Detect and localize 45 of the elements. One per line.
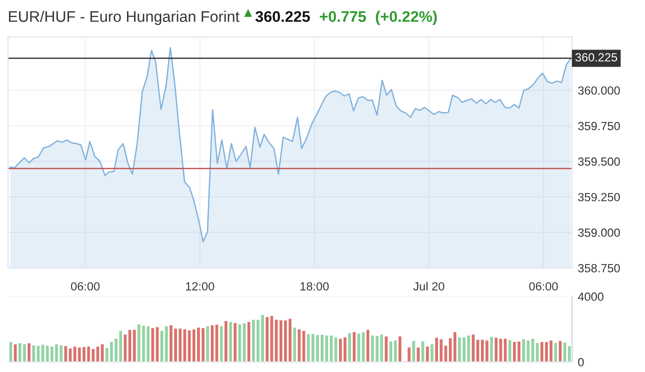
bar bbox=[421, 341, 424, 362]
bar bbox=[229, 322, 232, 362]
y-tick-label: 359.500 bbox=[578, 157, 620, 166]
bar bbox=[206, 326, 210, 362]
bar bbox=[348, 333, 351, 362]
bar bbox=[453, 332, 456, 362]
bar bbox=[352, 332, 356, 362]
bar bbox=[426, 346, 429, 362]
y-tick-label: 0 bbox=[578, 358, 584, 366]
bar bbox=[293, 328, 296, 362]
bar bbox=[366, 330, 370, 362]
y-tick-label: 359.250 bbox=[578, 192, 620, 202]
x-tick-label: 06:00 bbox=[529, 282, 558, 291]
bar bbox=[490, 336, 493, 362]
bar bbox=[224, 321, 228, 362]
bar bbox=[394, 340, 397, 362]
bar bbox=[398, 336, 402, 362]
bar bbox=[494, 338, 498, 362]
bar bbox=[132, 330, 136, 362]
text: +0.775 bbox=[320, 11, 366, 22]
x-tick-label: 06:00 bbox=[71, 282, 100, 291]
bar bbox=[234, 323, 237, 362]
y-tick-label: 359.000 bbox=[578, 228, 620, 237]
bar bbox=[554, 342, 558, 362]
y-tick-label: 359.750 bbox=[578, 122, 620, 130]
bar bbox=[28, 343, 30, 362]
bar bbox=[568, 346, 571, 362]
bar bbox=[430, 344, 434, 362]
x-tick-label: Jul 20 bbox=[413, 282, 444, 291]
y-tick-label: 4000 bbox=[578, 292, 604, 301]
bar bbox=[266, 316, 269, 362]
x-tick-label: 12:00 bbox=[186, 282, 214, 291]
bar bbox=[508, 340, 512, 362]
bar bbox=[220, 326, 223, 362]
ref-line-label: 360.225 bbox=[575, 53, 618, 62]
y-tick-label: 358.750 bbox=[578, 264, 620, 272]
bar bbox=[408, 348, 411, 362]
text: 360.225 bbox=[255, 11, 310, 22]
bar bbox=[32, 345, 36, 362]
chart-title: EUR/HUF - Euro Hungarian Forint bbox=[8, 10, 240, 25]
bar bbox=[334, 337, 338, 362]
y-tick-label: 360.000 bbox=[578, 86, 620, 95]
bar bbox=[247, 322, 250, 362]
text: (+0.22%) bbox=[376, 10, 437, 25]
x-tick-label: 18:00 bbox=[300, 282, 329, 291]
